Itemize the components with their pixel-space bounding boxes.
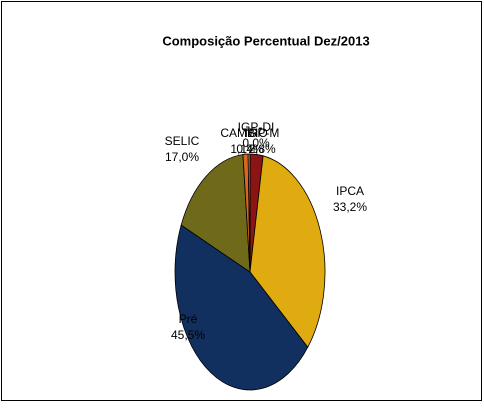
- pie-slice: [249, 155, 326, 348]
- slice-value-label: 45,5%: [171, 328, 205, 342]
- slice-value-label: 2,8%: [248, 142, 276, 156]
- slice-label: IGP-DI: [238, 120, 275, 134]
- pie-slice: [180, 154, 251, 273]
- pie-slice: [174, 224, 309, 391]
- slice-label: CAMBIO: [220, 126, 267, 140]
- slice-value-label: 17,0%: [165, 150, 199, 164]
- slice-label: Pré: [179, 312, 198, 326]
- slice-label: TR: [242, 126, 258, 140]
- slice-label: IGP-M: [245, 126, 280, 140]
- chart-title: Composição Percentual Dez/2013: [162, 33, 369, 48]
- slice-value-label: 0,4%: [236, 142, 264, 156]
- slice-value-label: 33,2%: [333, 200, 367, 214]
- slice-label: SELIC: [165, 134, 200, 148]
- slice-label: IPCA: [336, 184, 364, 198]
- slice-value-label: 1,1%: [230, 142, 258, 156]
- slice-value-label: 0,0%: [242, 136, 270, 150]
